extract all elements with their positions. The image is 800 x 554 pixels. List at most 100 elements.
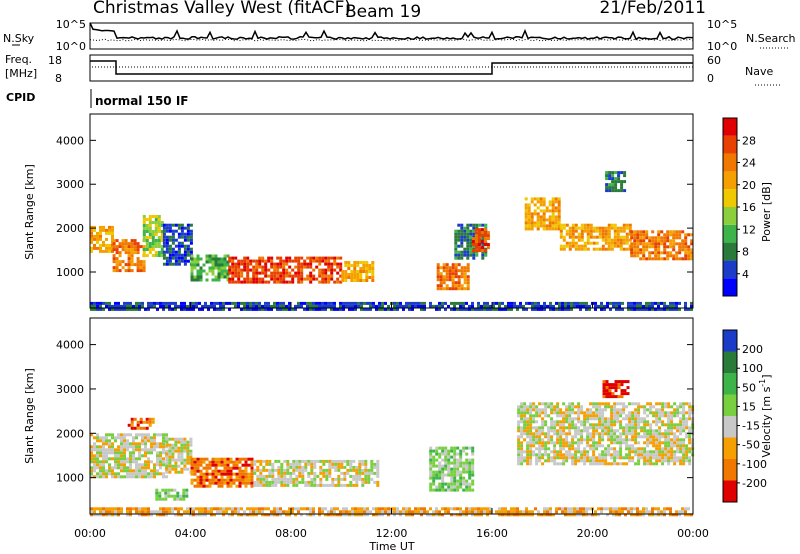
echo-cell — [646, 402, 650, 406]
echo-cell — [532, 441, 536, 445]
echo-cell — [559, 420, 563, 424]
echo-cell — [174, 464, 178, 468]
echo-cell — [328, 468, 332, 472]
echo-cell — [466, 287, 470, 291]
echo-cell — [648, 307, 651, 311]
echo-cell — [165, 507, 168, 511]
echo-cell — [474, 228, 478, 232]
echo-cell — [541, 420, 545, 424]
echo-cell — [127, 245, 131, 249]
echo-cell — [675, 254, 679, 258]
echo-cell — [471, 513, 474, 517]
echo-cell — [270, 259, 274, 263]
echo-cell — [240, 262, 244, 266]
echo-cell — [93, 463, 96, 467]
echo-cell — [123, 460, 126, 464]
echo-cell — [526, 405, 530, 409]
echo-cell — [108, 433, 111, 437]
echo-cell — [117, 304, 120, 308]
echo-cell — [270, 274, 274, 278]
y-tick-label: 4000 — [56, 134, 84, 147]
echo-cell — [669, 251, 673, 255]
echo-cell — [90, 448, 93, 452]
echo-cell — [613, 244, 617, 248]
echo-cell — [495, 510, 498, 514]
echo-cell — [450, 482, 454, 486]
echo-cell — [249, 507, 252, 511]
echo-cell — [586, 411, 590, 415]
echo-cell — [472, 226, 476, 230]
echo-cell — [165, 262, 169, 266]
echo-cell — [432, 304, 435, 308]
echo-cell — [114, 510, 117, 514]
echo-cell — [613, 447, 617, 451]
echo-cell — [486, 507, 489, 511]
echo-cell — [453, 458, 457, 462]
echo-cell — [408, 510, 411, 514]
echo-cell — [190, 460, 194, 464]
echo-cell — [347, 276, 351, 279]
colorbar-swatch — [723, 437, 737, 459]
echo-cell — [132, 460, 135, 464]
echo-cell — [126, 433, 129, 437]
echo-cell — [457, 238, 461, 242]
echo-cell — [309, 277, 313, 281]
echo-cell — [469, 241, 473, 245]
echo-cell — [130, 417, 134, 421]
echo-cell — [174, 253, 178, 257]
echo-cell — [207, 507, 210, 511]
echo-cell — [344, 273, 348, 276]
echo-cell — [214, 457, 218, 461]
echo-cell — [297, 301, 300, 305]
echo-cell — [148, 215, 152, 218]
echo-cell — [687, 507, 690, 511]
echo-cell — [139, 417, 143, 421]
echo-cell — [682, 447, 686, 451]
echo-cell — [589, 223, 593, 227]
echo-cell — [613, 241, 617, 245]
echo-cell — [465, 446, 469, 450]
echo-cell — [217, 266, 221, 270]
echo-cell — [312, 510, 315, 514]
echo-cell — [645, 257, 649, 261]
echo-cell — [150, 469, 153, 473]
echo-cell — [530, 221, 534, 225]
echo-cell — [617, 174, 621, 178]
echo-cell — [96, 463, 99, 467]
echo-cell — [453, 488, 457, 492]
colorbar-swatch — [723, 394, 737, 416]
echo-cell — [273, 274, 277, 278]
echo-cell — [617, 383, 621, 387]
colorbar-swatch — [723, 171, 737, 190]
echo-cell — [231, 259, 235, 263]
echo-cell — [324, 277, 328, 281]
echo-cell — [542, 197, 546, 201]
echo-cell — [157, 254, 161, 257]
echo-cell — [459, 482, 463, 486]
echo-cell — [359, 270, 363, 273]
echo-cell — [136, 248, 140, 252]
echo-cell — [444, 449, 448, 453]
echo-cell — [259, 459, 263, 463]
echo-cell — [193, 472, 197, 476]
echo-cell — [517, 408, 521, 412]
echo-cell — [456, 464, 460, 468]
echo-cell — [164, 494, 168, 498]
echo-cell — [216, 510, 219, 514]
echo-cell — [115, 269, 119, 273]
echo-cell — [681, 257, 685, 261]
echo-cell — [288, 274, 292, 278]
echo-cell — [554, 200, 558, 204]
echo-cell — [295, 477, 299, 481]
echo-cell — [663, 251, 667, 255]
echo-cell — [538, 453, 542, 457]
echo-cell — [637, 447, 641, 451]
echo-cell — [228, 277, 232, 281]
echo-cell — [655, 414, 659, 418]
echo-cell — [411, 513, 414, 517]
echo-cell — [136, 245, 140, 249]
echo-cell — [657, 248, 661, 252]
echo-cell — [247, 475, 251, 479]
echo-cell — [135, 507, 138, 511]
echo-cell — [339, 256, 343, 260]
